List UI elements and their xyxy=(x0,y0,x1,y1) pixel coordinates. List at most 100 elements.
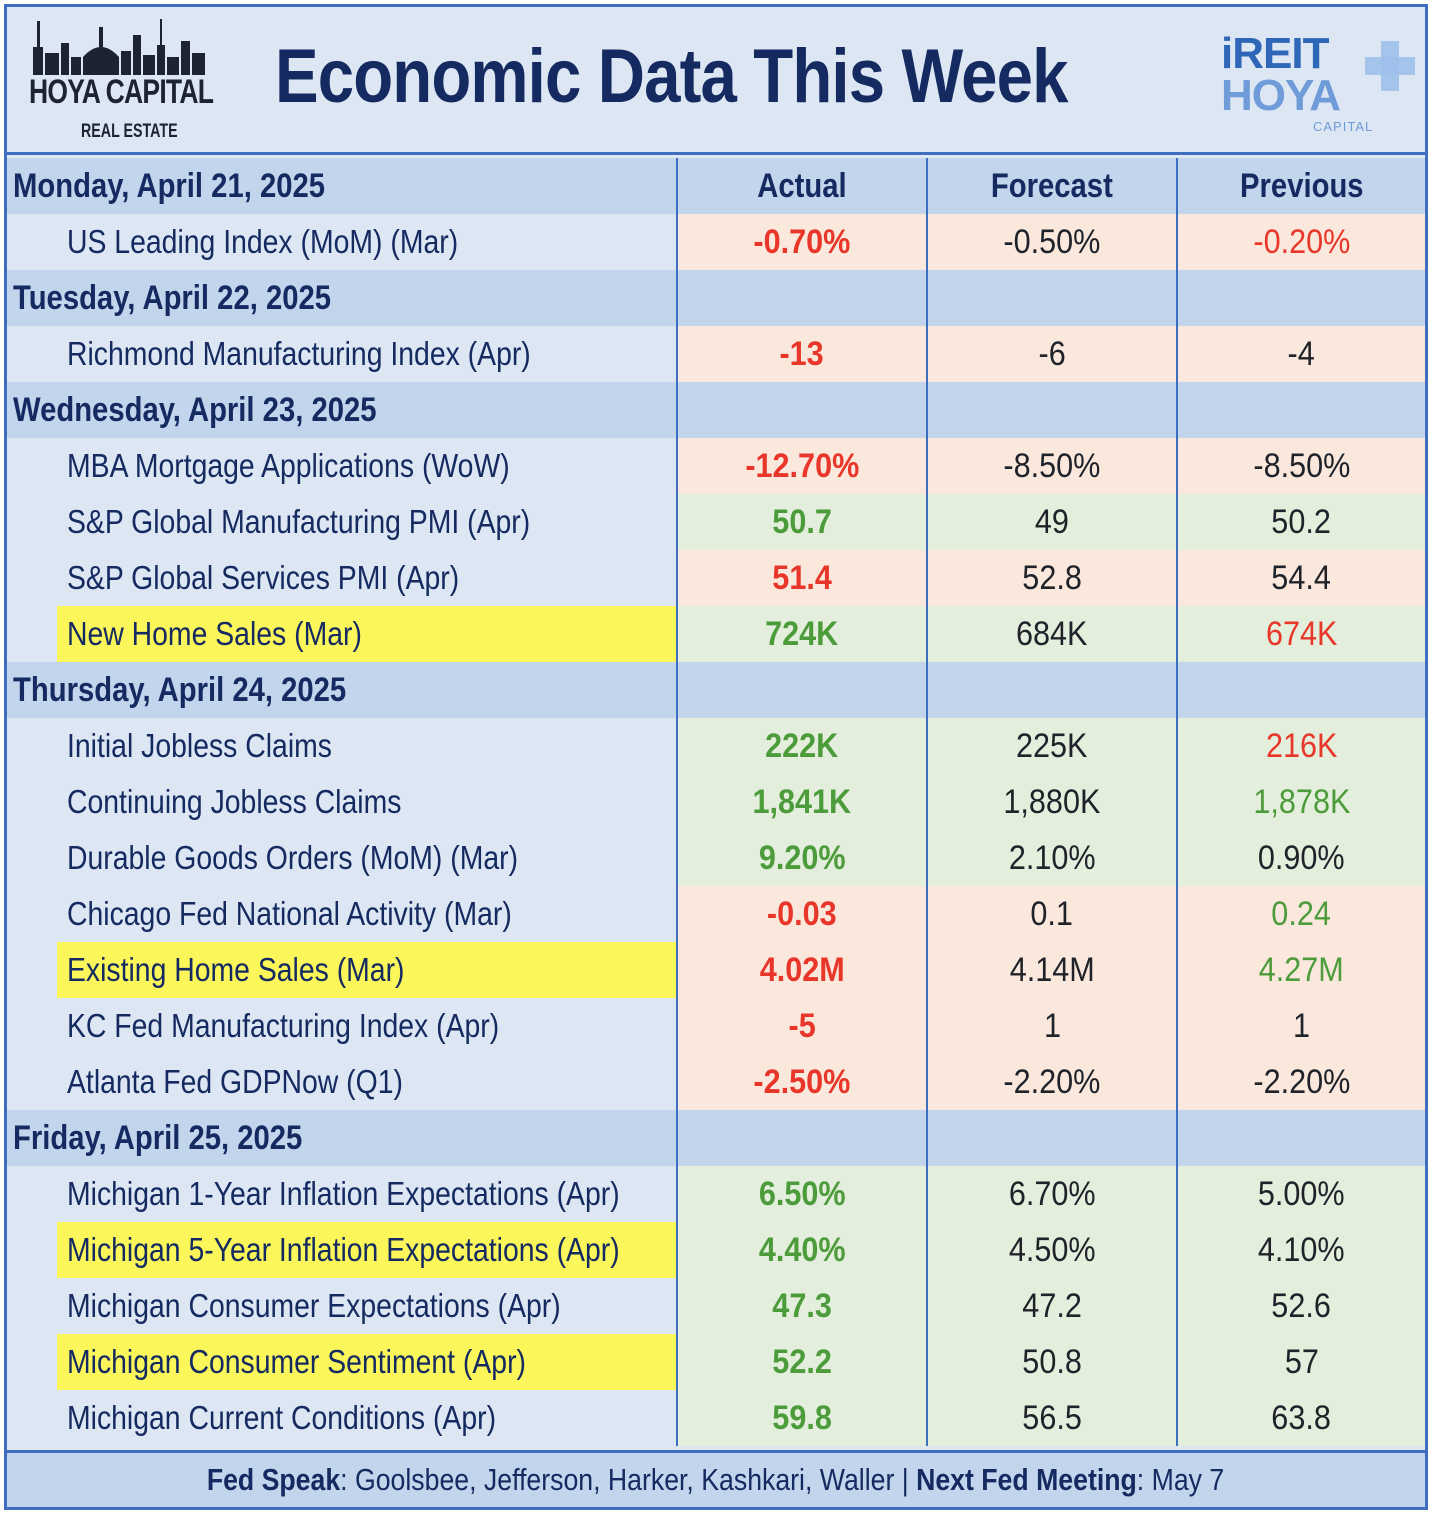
column-header-cell xyxy=(676,382,926,438)
indicator-name: KC Fed Manufacturing Index (Apr) xyxy=(67,1007,500,1044)
hoya-wordmark: HOYA xyxy=(1221,71,1341,120)
fed-footer: Fed Speak: Goolsbee, Jefferson, Harker, … xyxy=(7,1450,1425,1507)
previous-value: -2.20% xyxy=(1253,1063,1350,1101)
next-meeting-value: : May 7 xyxy=(1137,1462,1225,1497)
forecast-value: -2.20% xyxy=(1003,1063,1101,1101)
previous-cell: 674K xyxy=(1176,606,1425,662)
previous-cell: 50.2 xyxy=(1176,494,1425,550)
previous-cell: 4.27M xyxy=(1176,942,1425,998)
column-header-forecast: Forecast xyxy=(991,167,1113,205)
forecast-cell: 52.8 xyxy=(926,550,1176,606)
day-label-cell: Wednesday, April 23, 2025 xyxy=(7,382,676,438)
highlighted-indicator: Existing Home Sales (Mar) xyxy=(57,942,676,998)
actual-value: -13 xyxy=(779,335,825,373)
forecast-value: 49 xyxy=(1034,503,1070,541)
forecast-value: 2.10% xyxy=(1008,839,1096,877)
previous-cell: 52.6 xyxy=(1176,1278,1425,1334)
indicator-name: Durable Goods Orders (MoM) (Mar) xyxy=(67,839,519,876)
table-row: KC Fed Manufacturing Index (Apr) -5 1 1 xyxy=(7,998,1425,1054)
previous-value: 4.27M xyxy=(1258,951,1345,989)
actual-cell: 47.3 xyxy=(676,1278,926,1334)
forecast-value: 684K xyxy=(1016,615,1088,653)
previous-cell: 63.8 xyxy=(1176,1390,1425,1446)
forecast-cell: 50.8 xyxy=(926,1334,1176,1390)
forecast-cell: 0.1 xyxy=(926,886,1176,942)
indicator-name: Michigan 1-Year Inflation Expectations (… xyxy=(67,1175,620,1212)
indicator: Michigan Consumer Expectations (Apr) xyxy=(57,1278,649,1334)
actual-cell: 1,841K xyxy=(676,774,926,830)
indicator-name-cell: Chicago Fed National Activity (Mar) xyxy=(7,886,676,942)
table-row: Existing Home Sales (Mar) 4.02M 4.14M 4.27M xyxy=(7,942,1425,998)
table-row: New Home Sales (Mar) 724K 684K 674K xyxy=(7,606,1425,662)
plus-cross-icon xyxy=(1365,41,1415,91)
column-header-cell xyxy=(1176,1110,1425,1166)
forecast-cell: 4.50% xyxy=(926,1222,1176,1278)
forecast-cell: -8.50% xyxy=(926,438,1176,494)
indicator-name: Continuing Jobless Claims xyxy=(67,783,402,820)
previous-cell: -2.20% xyxy=(1176,1054,1425,1110)
previous-cell: -8.50% xyxy=(1176,438,1425,494)
actual-value: 724K xyxy=(765,615,839,653)
actual-value: -2.50% xyxy=(753,1063,851,1101)
actual-cell: -0.03 xyxy=(676,886,926,942)
forecast-value: 4.50% xyxy=(1008,1231,1096,1269)
forecast-cell: 4.14M xyxy=(926,942,1176,998)
table-row: Initial Jobless Claims 222K 225K 216K xyxy=(7,718,1425,774)
forecast-value: 4.14M xyxy=(1009,951,1095,989)
indicator: KC Fed Manufacturing Index (Apr) xyxy=(57,998,578,1054)
highlighted-indicator: Michigan 5-Year Inflation Expectations (… xyxy=(57,1222,676,1278)
actual-value: 51.4 xyxy=(772,559,832,597)
indicator-name-cell: Michigan Consumer Sentiment (Apr) xyxy=(7,1334,676,1390)
forecast-value: 6.70% xyxy=(1008,1175,1096,1213)
actual-value: 4.02M xyxy=(759,951,845,989)
indicator-name: S&P Global Services PMI (Apr) xyxy=(67,559,460,596)
indicator-name-cell: MBA Mortgage Applications (WoW) xyxy=(7,438,676,494)
indicator-name-cell: Existing Home Sales (Mar) xyxy=(7,942,676,998)
indicator: MBA Mortgage Applications (WoW) xyxy=(57,438,590,494)
day-header-row: Friday, April 25, 2025 xyxy=(7,1110,1425,1166)
previous-cell: 54.4 xyxy=(1176,550,1425,606)
indicator: Chicago Fed National Activity (Mar) xyxy=(57,886,592,942)
indicator-name-cell: Michigan 1-Year Inflation Expectations (… xyxy=(7,1166,676,1222)
economic-calendar-card: HOYA CAPITAL REAL ESTATE Economic Data T… xyxy=(4,4,1428,1510)
actual-cell: -5 xyxy=(676,998,926,1054)
day-label-cell: Thursday, April 24, 2025 xyxy=(7,662,676,718)
column-header-cell xyxy=(926,270,1176,326)
day-header-row: Wednesday, April 23, 2025 xyxy=(7,382,1425,438)
brand-subtitle: REAL ESTATE xyxy=(81,121,178,142)
forecast-value: -0.50% xyxy=(1003,223,1101,261)
indicator-name: US Leading Index (MoM) (Mar) xyxy=(67,223,459,260)
indicator: S&P Global Services PMI (Apr) xyxy=(57,550,531,606)
indicator: Atlanta Fed GDPNow (Q1) xyxy=(57,1054,466,1110)
forecast-cell: 47.2 xyxy=(926,1278,1176,1334)
actual-value: -5 xyxy=(788,1007,816,1045)
ireit-hoya-logo: iREIT HOYA CAPITAL xyxy=(1215,29,1415,139)
indicator-name-cell: S&P Global Services PMI (Apr) xyxy=(7,550,676,606)
actual-cell: 724K xyxy=(676,606,926,662)
indicator-name: Initial Jobless Claims xyxy=(67,727,332,764)
forecast-cell: 684K xyxy=(926,606,1176,662)
previous-cell: -0.20% xyxy=(1176,214,1425,270)
actual-value: -0.03 xyxy=(767,895,837,933)
previous-value: 216K xyxy=(1265,727,1338,765)
forecast-value: -6 xyxy=(1038,335,1066,373)
column-header-cell: Actual xyxy=(676,158,926,214)
table-row: Richmond Manufacturing Index (Apr) -13 -6 -… xyxy=(7,326,1425,382)
day-label: Friday, April 25, 2025 xyxy=(13,1119,303,1157)
next-meeting-label: Next Fed Meeting xyxy=(916,1462,1138,1497)
city-skyline-icon xyxy=(33,19,205,75)
column-header-cell: Previous xyxy=(1176,158,1425,214)
indicator: S&P Global Manufacturing PMI (Apr) xyxy=(57,494,614,550)
indicator-name-cell: New Home Sales (Mar) xyxy=(7,606,676,662)
actual-cell: 50.7 xyxy=(676,494,926,550)
indicator-name-cell: Atlanta Fed GDPNow (Q1) xyxy=(7,1054,676,1110)
indicator-name: Atlanta Fed GDPNow (Q1) xyxy=(67,1063,403,1100)
forecast-value: 0.1 xyxy=(1030,895,1074,933)
forecast-cell: 49 xyxy=(926,494,1176,550)
actual-cell: -13 xyxy=(676,326,926,382)
forecast-cell: 2.10% xyxy=(926,830,1176,886)
highlighted-indicator: New Home Sales (Mar) xyxy=(57,606,676,662)
indicator: Michigan Current Conditions (Apr) xyxy=(57,1390,574,1446)
day-label: Wednesday, April 23, 2025 xyxy=(13,391,377,429)
indicator: Continuing Jobless Claims xyxy=(57,774,464,830)
